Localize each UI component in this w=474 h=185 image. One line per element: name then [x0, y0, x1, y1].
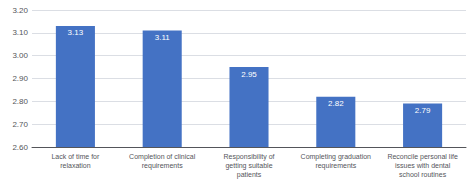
svg-text:2.95: 2.95 [241, 70, 257, 79]
svg-text:2.60: 2.60 [12, 143, 28, 152]
svg-text:relaxation: relaxation [60, 162, 90, 169]
svg-text:school routines: school routines [399, 171, 447, 178]
svg-text:requirements: requirements [315, 162, 356, 170]
svg-text:3.20: 3.20 [12, 6, 28, 15]
svg-text:issues with dental: issues with dental [395, 162, 451, 169]
svg-text:3.00: 3.00 [12, 51, 28, 60]
svg-text:Reconcile personal life: Reconcile personal life [387, 153, 458, 161]
svg-text:Completion of clinical: Completion of clinical [129, 153, 196, 161]
svg-text:Responsibility of: Responsibility of [224, 153, 275, 161]
svg-text:3.10: 3.10 [12, 28, 28, 37]
svg-text:2.70: 2.70 [12, 120, 28, 129]
svg-text:2.82: 2.82 [328, 99, 344, 108]
svg-text:Completing graduation: Completing graduation [301, 153, 372, 161]
svg-text:2.80: 2.80 [12, 97, 28, 106]
svg-text:3.11: 3.11 [155, 33, 171, 42]
svg-text:3.13: 3.13 [68, 28, 84, 37]
svg-text:2.79: 2.79 [415, 106, 431, 115]
svg-text:patients: patients [237, 171, 262, 179]
svg-text:requirements: requirements [142, 162, 183, 170]
svg-text:Lack of time for: Lack of time for [51, 153, 100, 160]
svg-text:2.90: 2.90 [12, 74, 28, 83]
svg-text:getting suitable: getting suitable [225, 162, 272, 170]
